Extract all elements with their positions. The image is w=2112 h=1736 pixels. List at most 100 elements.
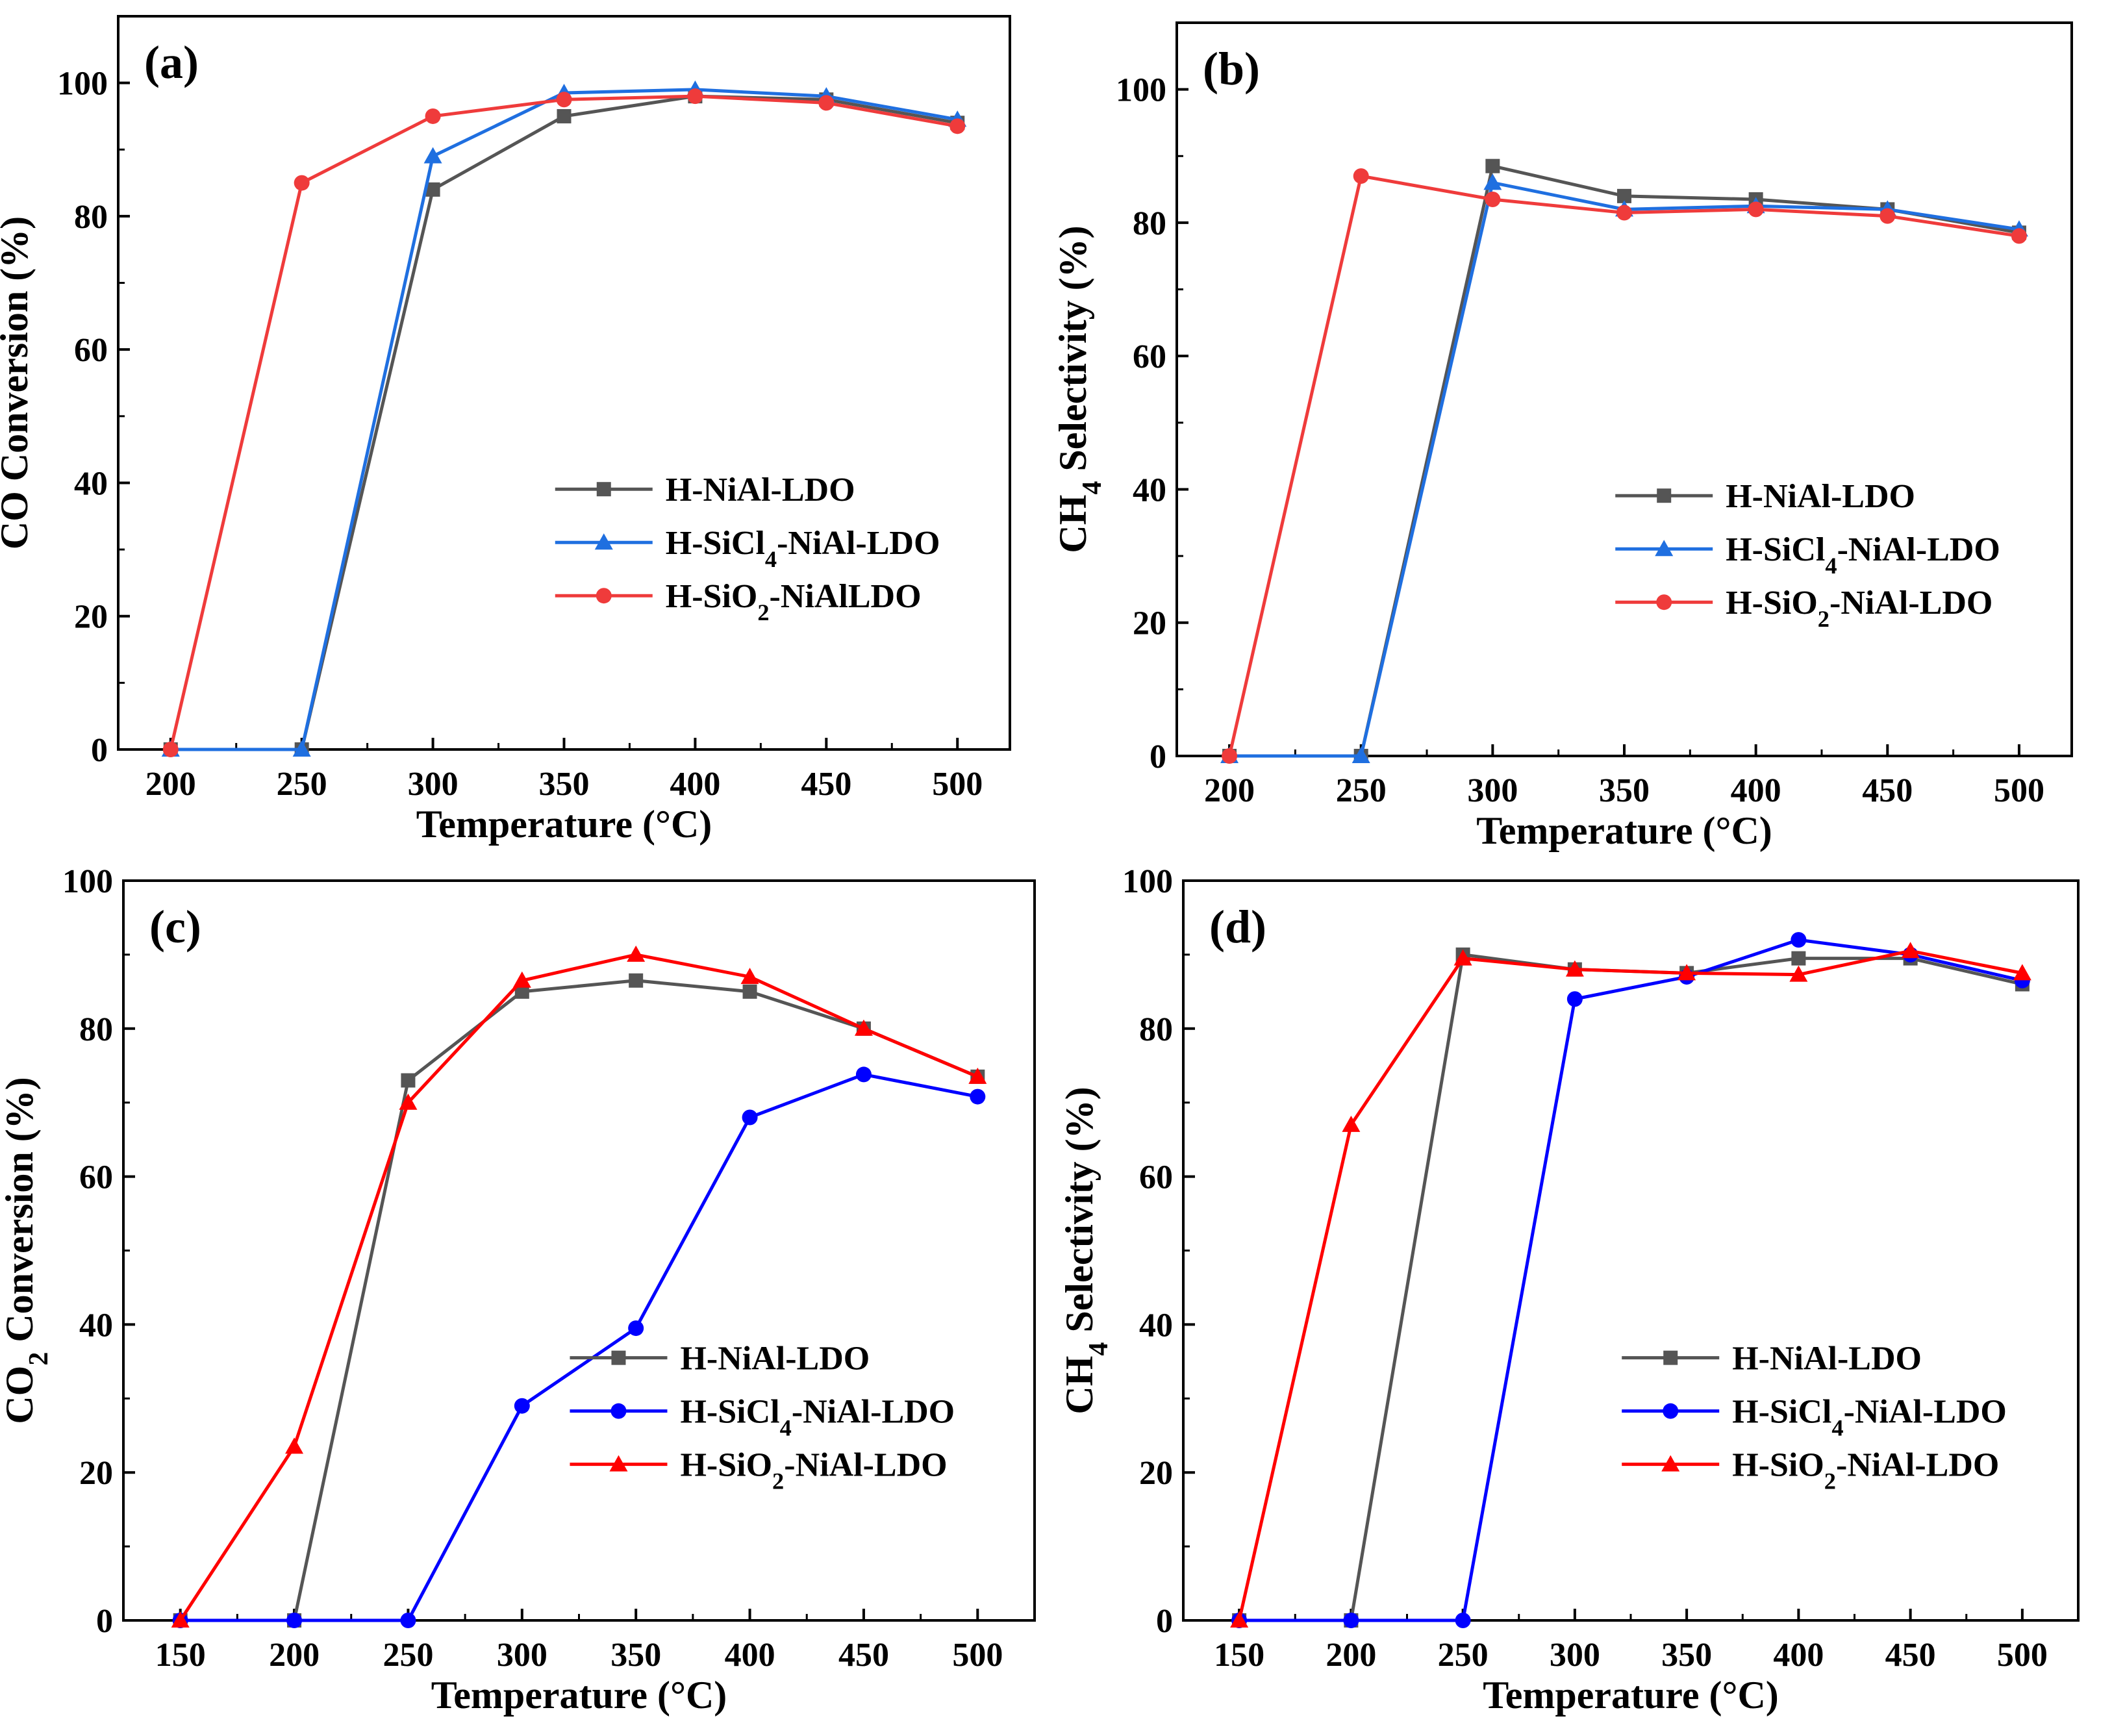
x-tick-label: 400 <box>670 766 720 803</box>
x-tick-label: 250 <box>277 766 327 803</box>
data-point <box>1485 191 1501 207</box>
panel-label: (d) <box>1209 901 1266 953</box>
y-tick-label: 60 <box>1133 338 1166 375</box>
y-tick-label: 0 <box>1150 738 1166 775</box>
data-point <box>1230 1611 1249 1628</box>
series-H-SiCl4-NiAl-LDO <box>1231 932 2030 1628</box>
data-point <box>285 1437 304 1454</box>
data-point <box>286 1613 303 1628</box>
data-point <box>629 973 644 988</box>
legend-label: H-SiO2-NiAl-LDO <box>1726 585 1993 632</box>
y-tick-label: 0 <box>91 732 108 769</box>
data-point <box>1453 949 1472 966</box>
series-H-SiO2-NiAl-LDO <box>1230 942 2031 1628</box>
data-point <box>968 1067 987 1084</box>
legend-marker <box>594 533 613 550</box>
data-point <box>740 968 759 985</box>
legend-marker <box>1661 1455 1680 1472</box>
legend-label: H-NiAl-LDO <box>1732 1340 1922 1377</box>
legend-marker <box>610 1403 627 1419</box>
x-axis-title: Temperature (°C) <box>416 803 712 846</box>
x-tick-label: 300 <box>1467 772 1518 809</box>
legend-marker <box>1656 594 1672 610</box>
panel-label: (c) <box>149 901 201 953</box>
legend-label: H-SiCl4-NiAl-LDO <box>666 525 940 572</box>
y-tick-label: 20 <box>1139 1455 1173 1492</box>
y-axis-title: CH4 Selectivity (%) <box>1058 1087 1114 1414</box>
y-axis-title: CH4 Selectivity (%) <box>1051 225 1107 553</box>
data-point <box>742 1109 758 1126</box>
data-point <box>949 118 966 134</box>
data-point <box>557 108 572 123</box>
series-line <box>180 979 979 1622</box>
data-point <box>628 1320 644 1337</box>
y-tick-label: 40 <box>79 1307 113 1344</box>
data-point <box>1222 748 1238 764</box>
data-point <box>1901 942 1920 959</box>
legend: H-NiAl-LDO H-SiCl4-NiAl-LDO H-SiO2-NiAl-LD… <box>1615 478 2000 632</box>
x-tick-label: 200 <box>1204 772 1255 809</box>
data-point <box>2013 964 2031 981</box>
legend-label: H-SiCl4-NiAl-LDO <box>1732 1394 2007 1441</box>
y-tick-label: 100 <box>62 863 113 900</box>
x-tick-label: 300 <box>1550 1637 1600 1674</box>
x-tick-label: 250 <box>1438 1637 1489 1674</box>
data-point <box>556 92 572 108</box>
data-point <box>1748 201 1764 218</box>
x-tick-label: 500 <box>932 766 983 803</box>
data-point <box>171 1611 190 1628</box>
y-tick-label: 100 <box>1122 863 1173 900</box>
data-point <box>1353 168 1369 184</box>
legend-label: H-SiO2-NiAlLDO <box>666 578 922 625</box>
series-line <box>180 1072 978 1622</box>
data-point <box>1566 991 1583 1007</box>
x-tick-label: 350 <box>610 1637 661 1674</box>
y-tick-label: 60 <box>1139 1159 1173 1196</box>
y-tick-label: 40 <box>1139 1307 1173 1344</box>
chart-panel-d: 150 200 250 300 350 400 450 500 0 20 40 60 80 100 Temp… <box>1058 863 2080 1717</box>
x-axis-title: Temperature (°C) <box>1483 1674 1779 1717</box>
series-H-SiCl4-NiAl-LDO <box>172 1066 986 1628</box>
data-point <box>294 175 310 191</box>
x-axis-title: Temperature (°C) <box>431 1674 727 1717</box>
data-point <box>854 1019 873 1036</box>
x-tick-label: 300 <box>408 766 459 803</box>
data-point <box>1678 964 1696 981</box>
y-tick-label: 80 <box>74 199 108 236</box>
data-point <box>512 971 531 988</box>
legend-marker <box>611 1350 626 1365</box>
y-tick-label: 20 <box>79 1455 113 1492</box>
x-tick-label: 200 <box>1326 1637 1376 1674</box>
series-line <box>179 953 979 1622</box>
data-point <box>425 108 441 124</box>
data-point <box>425 182 440 197</box>
x-axis-title: Temperature (°C) <box>1476 809 1772 852</box>
series-H-SiO2-NiAl-LDO <box>171 945 987 1628</box>
data-point <box>687 88 703 105</box>
legend-marker <box>1663 1350 1678 1365</box>
data-point <box>514 984 529 999</box>
legend-label: H-SiO2-NiAl-LDO <box>680 1447 947 1494</box>
data-point <box>1879 208 1896 224</box>
x-tick-label: 450 <box>1885 1637 1936 1674</box>
legend-marker <box>1657 488 1672 503</box>
chart-panel-c: 150 200 250 300 350 400 450 500 0 20 40 60 80 100 Temp… <box>0 863 1036 1717</box>
data-point <box>1617 188 1631 203</box>
series-line <box>1237 949 2023 1621</box>
data-point <box>1342 1115 1361 1132</box>
x-tick-label: 450 <box>801 766 851 803</box>
y-axis-title: CO Conversion (%) <box>0 216 36 549</box>
data-point <box>1485 158 1500 173</box>
legend-label: H-SiO2-NiAl-LDO <box>1732 1447 1999 1494</box>
data-point <box>400 1613 416 1628</box>
legend-label: H-SiCl4-NiAl-LDO <box>680 1394 955 1441</box>
legend-marker <box>596 588 612 604</box>
y-tick-label: 80 <box>79 1011 113 1048</box>
x-tick-label: 500 <box>952 1637 1003 1674</box>
data-point <box>401 1073 416 1088</box>
data-point <box>1789 965 1808 982</box>
data-point <box>1351 747 1370 763</box>
y-axis-title: CO2 Conversion (%) <box>0 1077 54 1424</box>
y-tick-label: 40 <box>74 465 108 502</box>
